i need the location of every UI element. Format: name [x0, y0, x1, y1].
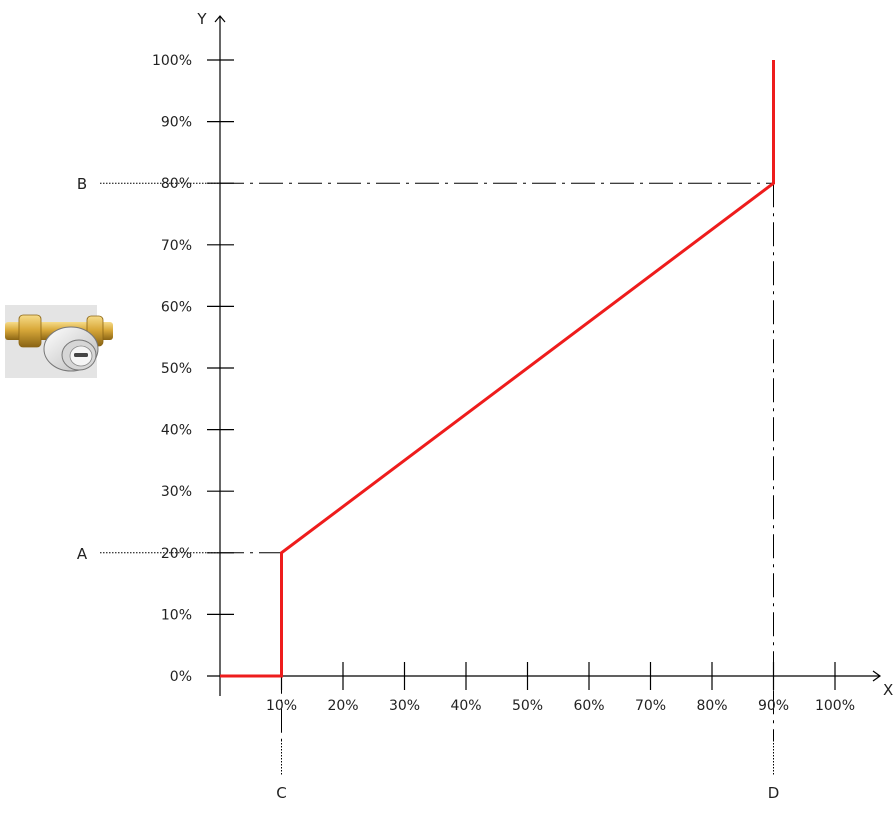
y-tick-label: 60%: [161, 299, 192, 315]
x-axis-arrow: [872, 670, 882, 682]
y-tick-label: 80%: [161, 176, 192, 192]
y-tick-label: 90%: [161, 115, 192, 131]
y-tick-label: 40%: [161, 423, 192, 439]
y-tick-label: 20%: [161, 546, 192, 562]
y-tick-label: 50%: [161, 361, 192, 377]
y-axis-arrow: [214, 15, 226, 23]
reference-line-d-label: D: [768, 784, 780, 802]
ticks: 0% 10% 20% 30% 40% 50% 60% 70% 80% 90% 100% 10% 20% 3…: [152, 53, 855, 714]
x-tick-label: 80%: [696, 698, 727, 714]
x-axis-label: X: [883, 681, 893, 699]
y-tick-label: 30%: [161, 484, 192, 500]
series: [220, 60, 775, 678]
x-tick-label: 60%: [573, 698, 604, 714]
reference-line-a-label: A: [77, 545, 88, 563]
y-axis-label: Y: [196, 10, 207, 28]
y-tick-label: 70%: [161, 238, 192, 254]
reference-line-b-label: B: [77, 175, 87, 193]
x-tick-label: 90%: [758, 698, 789, 714]
y-tick-label: 10%: [161, 607, 192, 623]
x-tick-label: 30%: [389, 698, 420, 714]
x-tick-label: 70%: [635, 698, 666, 714]
x-tick-label: 40%: [450, 698, 481, 714]
x-tick-label: 20%: [327, 698, 358, 714]
series-line: [220, 60, 775, 678]
thermostatic-valve-icon: [5, 305, 113, 378]
reference-line-c-label: C: [276, 784, 286, 802]
y-tick-label: 100%: [152, 53, 192, 69]
x-tick-label: 10%: [266, 698, 297, 714]
x-tick-label: 50%: [512, 698, 543, 714]
y-tick-label: 0%: [170, 669, 192, 685]
axes: Y X: [196, 10, 893, 699]
x-tick-label: 100%: [815, 698, 855, 714]
